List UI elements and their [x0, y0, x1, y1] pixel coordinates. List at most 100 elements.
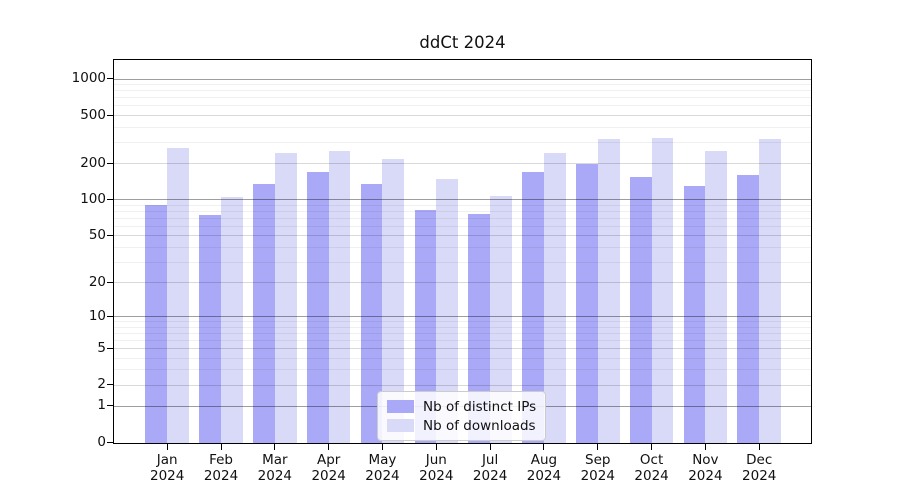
x-tick-label: May 2024 — [350, 452, 414, 484]
legend: Nb of distinct IPs Nb of downloads — [377, 391, 547, 441]
x-tick-month: Apr — [316, 452, 341, 468]
x-tick-mark — [274, 444, 276, 450]
x-tick-label: Feb 2024 — [189, 452, 253, 484]
x-tick-mark — [489, 444, 491, 450]
y-tick-mark — [107, 405, 113, 407]
y-tick-mark — [107, 347, 113, 349]
x-tick-year: 2024 — [150, 468, 185, 484]
legend-row: Nb of distinct IPs — [387, 397, 536, 416]
y-tick-label: 500 — [80, 106, 106, 123]
x-tick-year: 2024 — [311, 468, 346, 484]
minor-gridline — [114, 141, 811, 143]
legend-row: Nb of downloads — [387, 416, 536, 435]
x-tick-label: Mar 2024 — [243, 452, 307, 484]
legend-label: Nb of downloads — [423, 417, 536, 434]
y-tick-mark — [107, 114, 113, 116]
x-tick-month: Jun — [425, 452, 447, 468]
x-tick-mark — [543, 444, 545, 450]
x-tick-label: Jun 2024 — [404, 452, 468, 484]
minor-gridline — [114, 369, 811, 371]
minor-gridline — [114, 321, 811, 323]
major-gridline — [114, 348, 811, 350]
x-tick-mark — [328, 444, 330, 450]
y-tick-mark — [107, 281, 113, 283]
x-tick-year: 2024 — [203, 468, 239, 484]
bar-downloads — [382, 158, 405, 443]
x-tick-year: 2024 — [580, 468, 615, 484]
y-tick-label: 2 — [97, 376, 106, 393]
x-tick-month: Feb — [209, 452, 233, 468]
bar-distinct-ips — [522, 172, 544, 443]
x-tick-month: Jul — [481, 452, 499, 468]
major-gridline — [114, 384, 811, 386]
chart-title: ddCt 2024 — [419, 33, 506, 52]
minor-gridline — [114, 105, 811, 107]
y-tick-label: 100 — [80, 190, 106, 207]
bar-downloads — [651, 138, 674, 443]
x-tick-month: May — [368, 452, 397, 468]
bar-downloads — [705, 150, 728, 443]
x-tick-label: Oct 2024 — [620, 452, 684, 484]
bar-downloads — [490, 196, 512, 443]
minor-gridline — [114, 84, 811, 86]
y-tick-mark — [107, 442, 113, 443]
y-tick-mark — [107, 384, 113, 386]
bar-distinct-ips — [414, 210, 437, 443]
legend-label: Nb of distinct IPs — [423, 398, 537, 415]
x-tick-year: 2024 — [742, 468, 777, 484]
x-tick-mark — [597, 444, 599, 450]
bar-distinct-ips — [575, 164, 598, 443]
bar-distinct-ips — [629, 176, 652, 443]
x-tick-year: 2024 — [634, 468, 669, 484]
plot-area: Nb of distinct IPs Nb of downloads — [113, 59, 812, 444]
bar-distinct-ips — [145, 205, 168, 443]
decade-gridline — [114, 78, 811, 80]
bar-distinct-ips — [360, 184, 383, 443]
x-tick-month: Aug — [530, 452, 558, 468]
bar-distinct-ips — [253, 184, 275, 443]
minor-gridline — [114, 326, 811, 328]
x-tick-mark — [220, 444, 222, 450]
minor-gridline — [114, 246, 811, 248]
bar-downloads — [328, 150, 351, 443]
y-tick-mark — [107, 198, 113, 200]
x-tick-label: Nov 2024 — [673, 452, 737, 484]
minor-gridline — [114, 217, 811, 219]
bar-distinct-ips — [199, 214, 222, 443]
x-tick-year: 2024 — [365, 468, 400, 484]
minor-gridline — [114, 225, 811, 227]
minor-gridline — [114, 90, 811, 92]
minor-gridline — [114, 357, 811, 359]
major-gridline — [114, 235, 811, 237]
x-tick-month: Jan — [156, 452, 178, 468]
bar-downloads — [167, 147, 189, 443]
x-tick-month: Sep — [585, 452, 611, 468]
minor-gridline — [114, 211, 811, 212]
x-tick-year: 2024 — [257, 468, 292, 484]
bar-distinct-ips — [737, 175, 760, 443]
minor-gridline — [114, 204, 811, 206]
major-gridline — [114, 115, 811, 116]
x-tick-mark — [166, 444, 168, 450]
y-tick-label: 200 — [80, 154, 106, 171]
y-tick-mark — [107, 78, 113, 80]
x-tick-month: Nov — [692, 452, 719, 468]
x-tick-mark — [435, 444, 437, 450]
legend-swatch-downloads — [387, 419, 414, 432]
decade-gridline — [114, 199, 811, 201]
legend-swatch-distinct-ips — [387, 400, 414, 413]
bar-downloads — [221, 197, 243, 443]
major-gridline — [114, 163, 811, 165]
y-tick-label: 5 — [97, 339, 106, 356]
x-tick-month: Oct — [639, 452, 664, 468]
y-tick-label: 50 — [88, 226, 106, 243]
y-tick-label: 10 — [88, 307, 106, 324]
bar-distinct-ips — [468, 213, 491, 443]
decade-gridline — [114, 316, 811, 318]
minor-gridline — [114, 126, 811, 128]
bar-distinct-ips — [306, 172, 329, 443]
x-tick-year: 2024 — [472, 468, 508, 484]
x-tick-year: 2024 — [526, 468, 562, 484]
y-tick-mark — [107, 315, 113, 317]
